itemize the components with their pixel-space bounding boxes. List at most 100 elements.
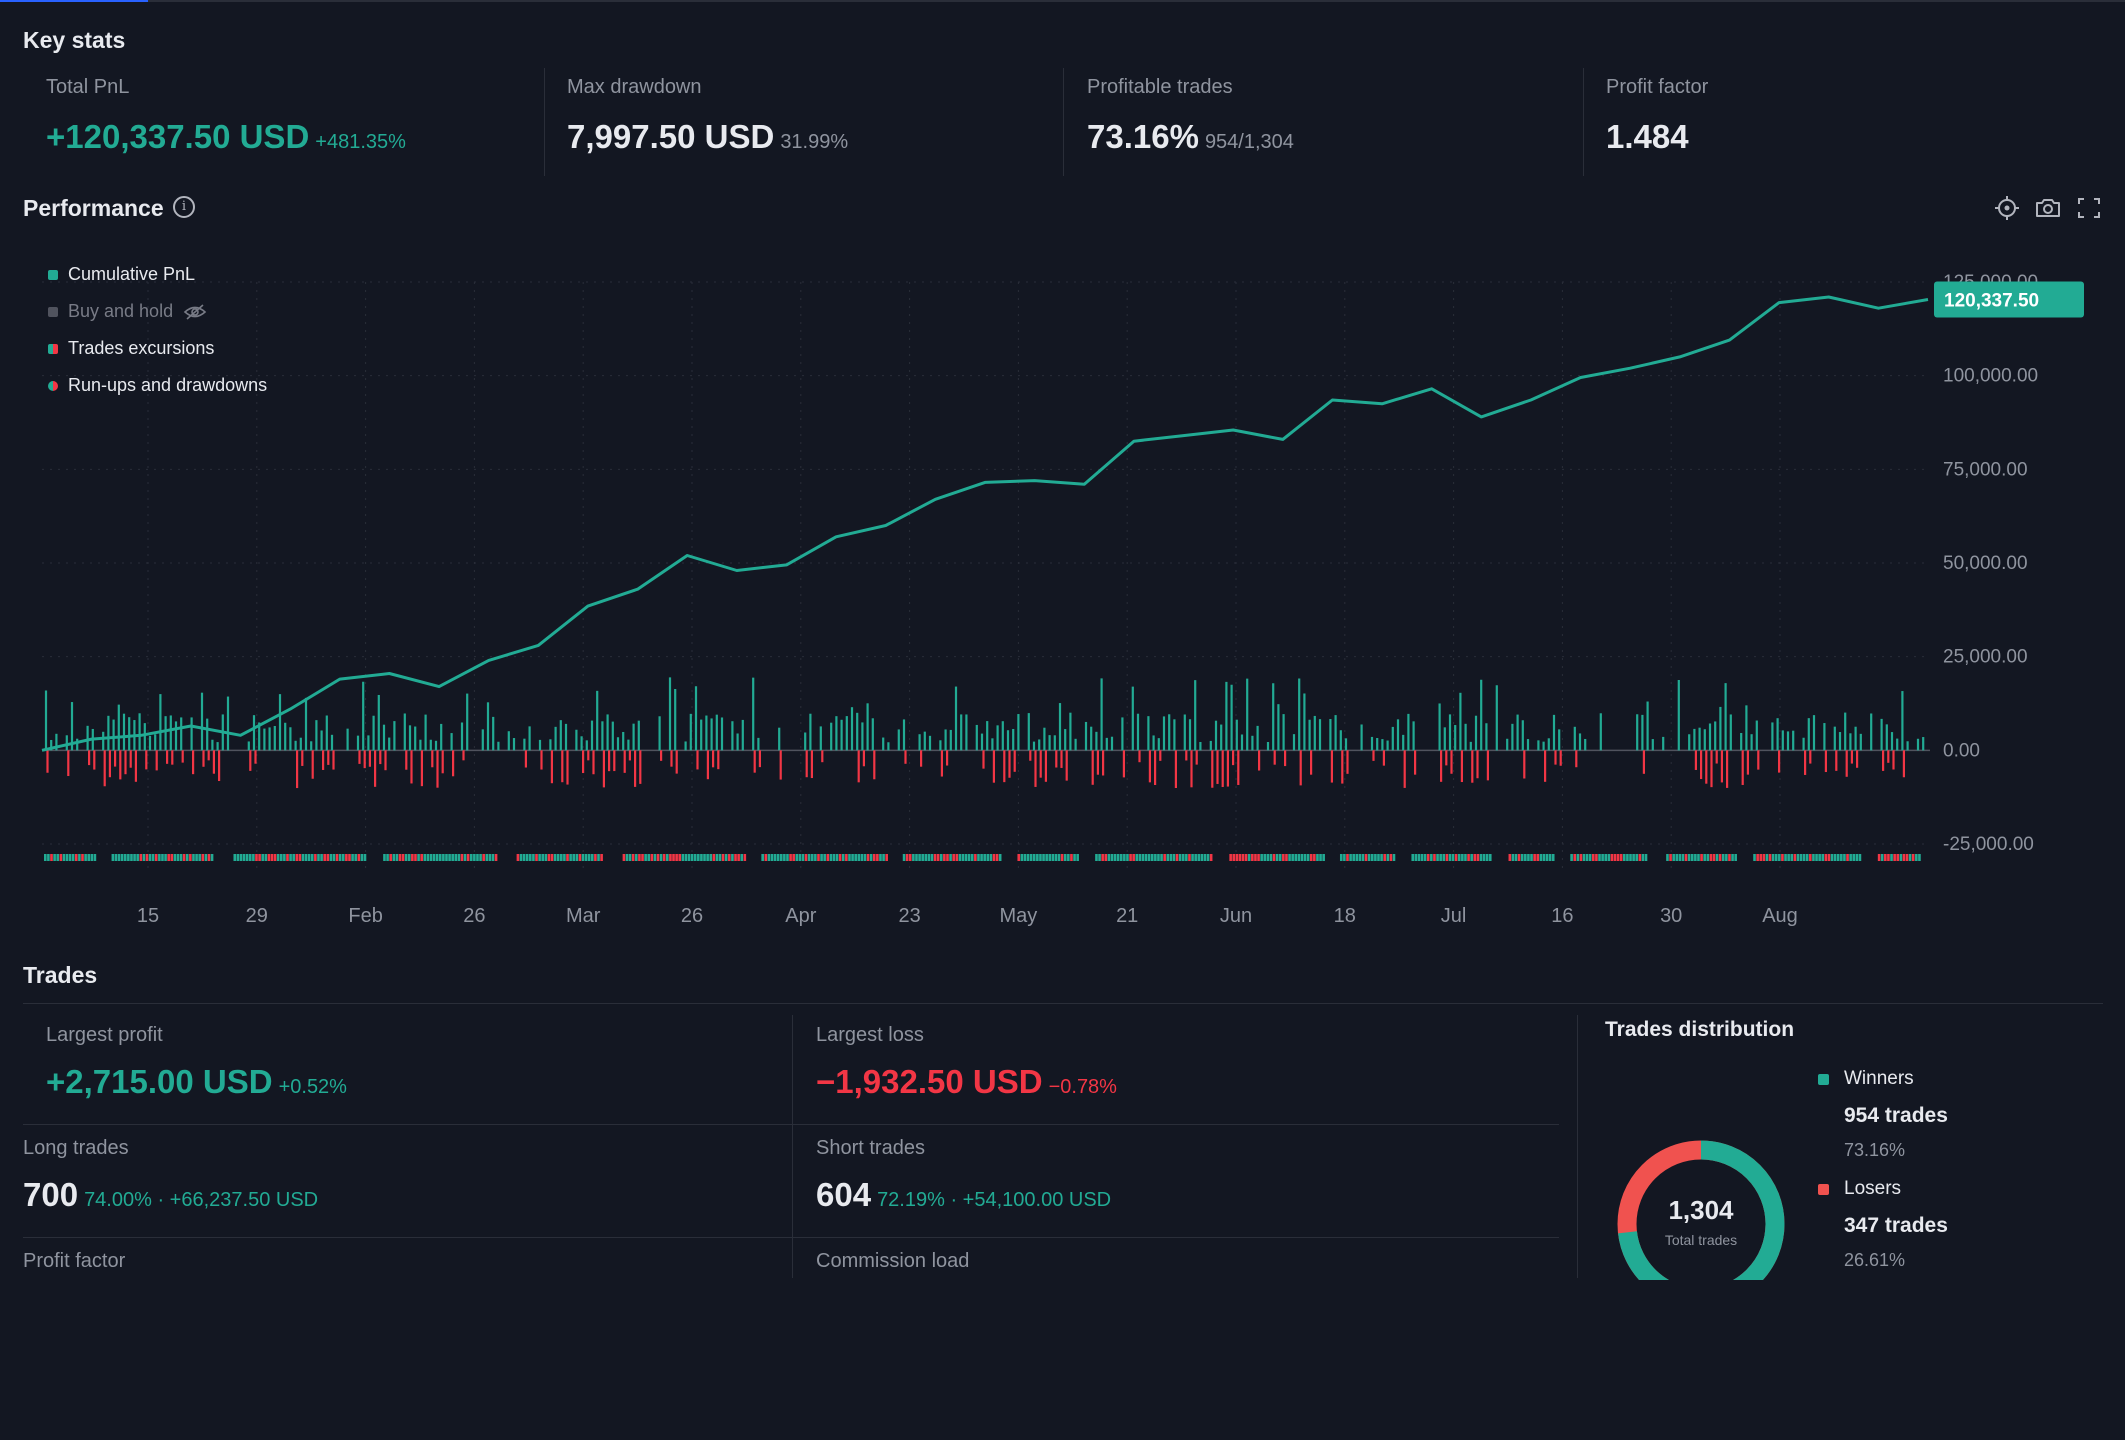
trade-result-mark: [289, 854, 292, 861]
column-divider: [1577, 1015, 1578, 1278]
trade-result-mark: [1313, 854, 1316, 861]
trade-result-mark: [1383, 854, 1386, 861]
y-tick-label: 75,000.00: [1943, 459, 2028, 480]
cell-label: Largest loss: [816, 1024, 924, 1046]
trade-result-mark: [556, 854, 560, 861]
trade-result-mark: [127, 854, 130, 861]
trade-result-mark: [770, 854, 774, 861]
trade-result-mark: [1073, 854, 1076, 861]
trade-result-mark: [662, 854, 666, 861]
trade-result-mark: [967, 854, 971, 861]
trade-result-mark: [1573, 854, 1577, 861]
x-tick-label: Mar: [566, 905, 601, 927]
eye-crossed-icon[interactable]: [183, 303, 207, 321]
camera-icon[interactable]: [2033, 194, 2063, 222]
trade-result-mark: [761, 854, 764, 861]
legend-item-cumulative-pnl[interactable]: Cumulative PnL: [48, 256, 267, 293]
trade-result-mark: [1576, 854, 1580, 861]
stat-label: Profit factor: [1606, 76, 1709, 98]
cell-label: Largest profit: [46, 1024, 163, 1046]
trade-result-mark: [1414, 854, 1418, 861]
trade-result-mark: [448, 854, 451, 861]
trade-result-mark: [1774, 854, 1778, 861]
last-value-badge-bg: [1934, 281, 2084, 318]
stat-value: 1.484: [1606, 118, 1689, 155]
trade-result-mark: [398, 854, 402, 861]
trade-result-mark: [1439, 854, 1442, 861]
trade-result-mark: [1821, 854, 1825, 861]
trade-result-mark: [78, 854, 81, 861]
donut-winners-segment: [1617, 1140, 1785, 1280]
trade-result-mark: [151, 854, 155, 861]
trade-result-mark: [835, 854, 839, 861]
trade-result-mark: [1771, 854, 1775, 861]
x-tick-label: Aug: [1762, 905, 1798, 927]
x-tick-label: Apr: [785, 905, 816, 927]
trade-result-mark: [1309, 854, 1313, 861]
x-tick-label: 30: [1660, 905, 1682, 927]
trade-result-mark: [1291, 854, 1294, 861]
trade-result-mark: [1169, 854, 1173, 861]
trade-result-mark: [407, 854, 411, 861]
stat-value: 73.16%: [1087, 118, 1199, 155]
trade-result-mark: [1623, 854, 1626, 861]
trade-result-mark: [1285, 854, 1288, 861]
legend-swatch: [48, 380, 58, 391]
trade-result-mark: [1104, 854, 1108, 861]
row-divider: [23, 1237, 1559, 1238]
x-tick-label: 18: [1334, 905, 1356, 927]
trade-result-mark: [1638, 854, 1642, 861]
legend-item-trades-excursions[interactable]: Trades excursions: [48, 330, 267, 367]
trade-result-mark: [792, 854, 795, 861]
trade-result-mark: [1619, 854, 1623, 861]
trade-result-mark: [1070, 854, 1073, 861]
cell-value: +2,715.00 USD: [46, 1063, 273, 1100]
fullscreen-icon[interactable]: [2074, 194, 2104, 222]
trade-result-mark: [120, 854, 124, 861]
trade-result-mark: [1116, 854, 1120, 861]
trade-result-mark: [414, 854, 417, 861]
trade-result-mark: [591, 854, 594, 861]
trade-result-mark: [779, 854, 783, 861]
trade-result-mark: [684, 854, 688, 861]
legend-item-buy-and-hold[interactable]: Buy and hold: [48, 293, 267, 330]
trade-result-mark: [245, 854, 249, 861]
legend-label: Buy and hold: [68, 301, 174, 321]
trade-result-mark: [1278, 854, 1282, 861]
performance-chart[interactable]: 125,000.00100,000.0075,000.0050,000.0025…: [30, 250, 2090, 940]
crosshair-icon[interactable]: [1992, 194, 2022, 222]
trade-result-mark: [1076, 854, 1079, 861]
trade-result-mark: [283, 854, 286, 861]
trade-result-mark: [672, 854, 675, 861]
x-tick-label: 16: [1551, 905, 1573, 927]
donut-total: 1,304: [1668, 1195, 1734, 1225]
info-icon[interactable]: i: [173, 196, 195, 218]
trade-result-mark: [1275, 854, 1279, 861]
trade-result-mark: [838, 854, 842, 861]
trade-result-mark: [1908, 854, 1912, 861]
x-tick-label: 21: [1116, 905, 1138, 927]
trade-result-mark: [357, 854, 361, 861]
active-tab-indicator: [0, 0, 148, 2]
donut-caption: Total trades: [1664, 1232, 1738, 1248]
trade-result-mark: [1203, 854, 1207, 861]
trade-result-mark: [114, 854, 118, 861]
trade-result-mark: [1765, 854, 1769, 861]
x-axis-labels: 15 29 Feb 26 Mar 26 Apr 23 May 21 Jun 18 Jul 16 30 Aug: [137, 905, 1798, 927]
trade-result-mark: [1545, 854, 1549, 861]
trade-result-mark: [1918, 854, 1921, 861]
trade-result-mark: [863, 854, 867, 861]
trade-result-mark: [1172, 854, 1176, 861]
trade-result-mark: [1833, 854, 1837, 861]
legend-item-run-ups-drawdowns[interactable]: Run-ups and drawdowns: [48, 367, 267, 404]
trade-result-mark: [1251, 854, 1254, 861]
trade-result-mark: [323, 854, 326, 861]
trade-result-mark: [550, 854, 554, 861]
trade-result-mark: [1095, 854, 1098, 861]
trade-result-mark: [1241, 854, 1245, 861]
trade-result-mark: [1229, 854, 1232, 861]
trade-result-mark: [1799, 854, 1803, 861]
trade-result-mark: [426, 854, 430, 861]
trade-result-mark: [179, 854, 183, 861]
trade-result-mark: [700, 854, 703, 861]
